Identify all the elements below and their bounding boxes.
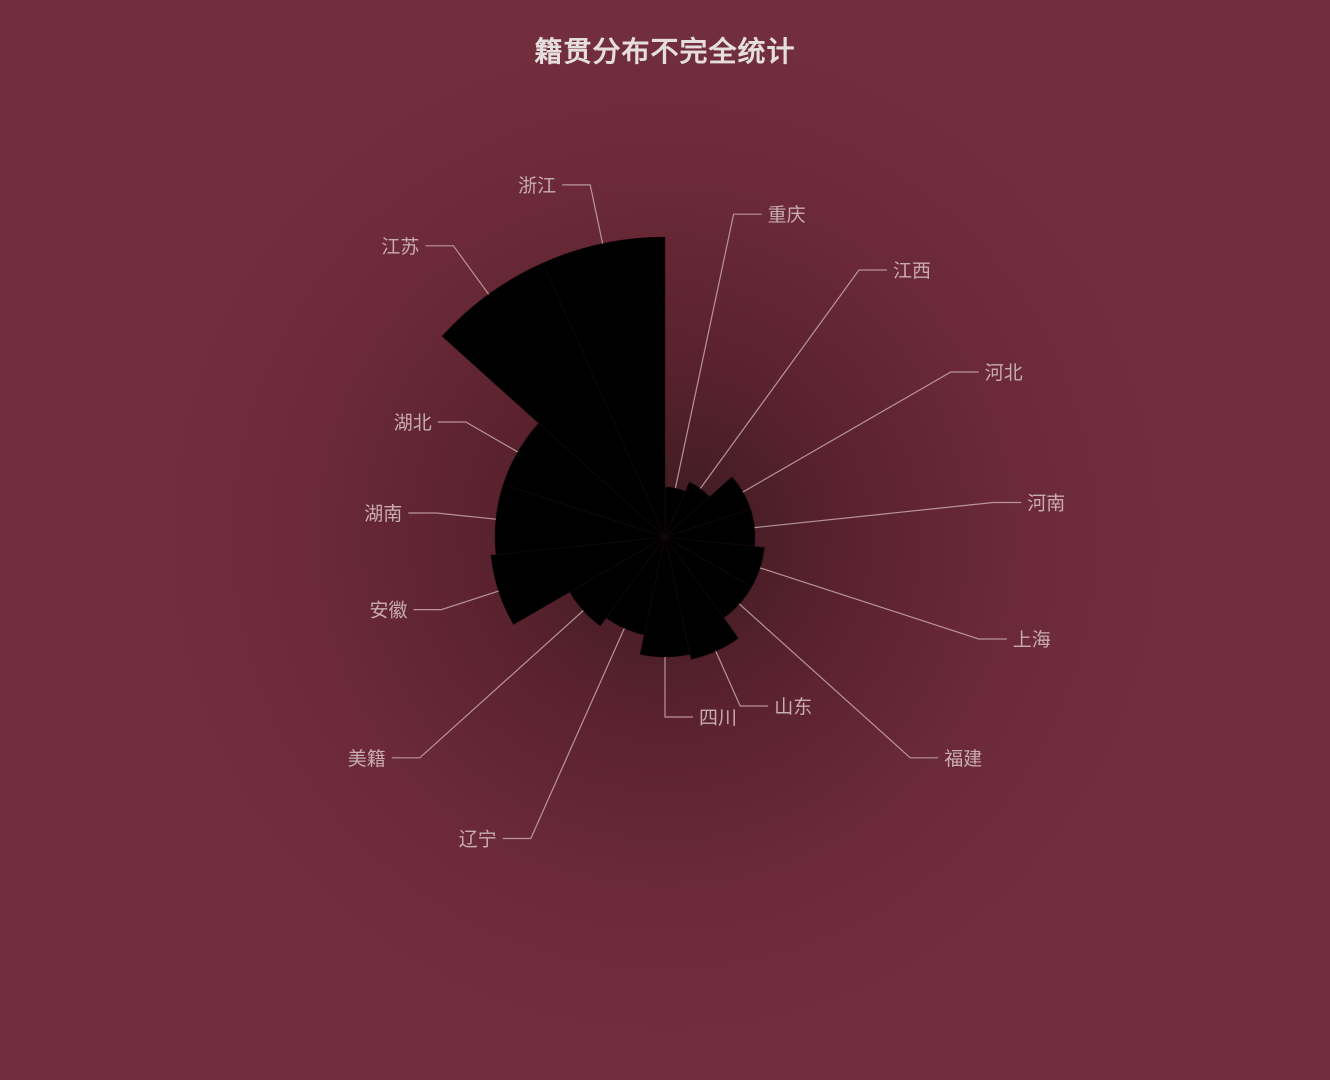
leader-line-江苏 [425, 245, 490, 295]
leader-lines-group [391, 184, 1022, 840]
leader-line-四川 [664, 657, 693, 718]
leader-line-河南 [754, 501, 1022, 529]
leader-line-江西 [699, 269, 887, 489]
leader-line-辽宁 [502, 628, 625, 840]
slices-group [441, 236, 765, 660]
leader-line-安徽 [413, 590, 499, 611]
slice-label-湖南: 湖南 [364, 503, 402, 525]
slice-label-河北: 河北 [985, 362, 1023, 384]
slice-label-重庆: 重庆 [768, 204, 806, 226]
slice-江苏[interactable] [441, 262, 666, 538]
slice-label-安徽: 安徽 [369, 600, 407, 622]
leader-line-美籍 [391, 610, 584, 759]
chart-title: 籍贯分布不完全统计 [534, 35, 796, 68]
slice-label-河南: 河南 [1027, 493, 1065, 515]
leader-line-湖南 [408, 512, 496, 520]
slice-label-辽宁: 辽宁 [459, 829, 497, 851]
slice-label-山东: 山东 [774, 696, 812, 718]
leader-line-上海 [759, 567, 1007, 640]
slice-浙江[interactable] [542, 236, 666, 538]
slice-label-上海: 上海 [1013, 629, 1051, 651]
slice-label-江西: 江西 [893, 260, 931, 282]
leader-line-浙江 [562, 184, 604, 244]
slice-label-四川: 四川 [699, 707, 737, 729]
slice-label-江苏: 江苏 [381, 236, 419, 258]
slice-label-湖北: 湖北 [394, 412, 432, 434]
leader-line-湖北 [437, 421, 519, 453]
slice-安徽[interactable] [490, 536, 666, 625]
slice-label-福建: 福建 [944, 748, 982, 770]
slice-label-浙江: 浙江 [518, 175, 556, 197]
slice-label-美籍: 美籍 [348, 748, 386, 770]
leader-line-福建 [738, 603, 939, 759]
leader-line-山东 [715, 650, 769, 707]
leader-line-重庆 [674, 213, 762, 489]
leader-line-河北 [742, 371, 979, 493]
